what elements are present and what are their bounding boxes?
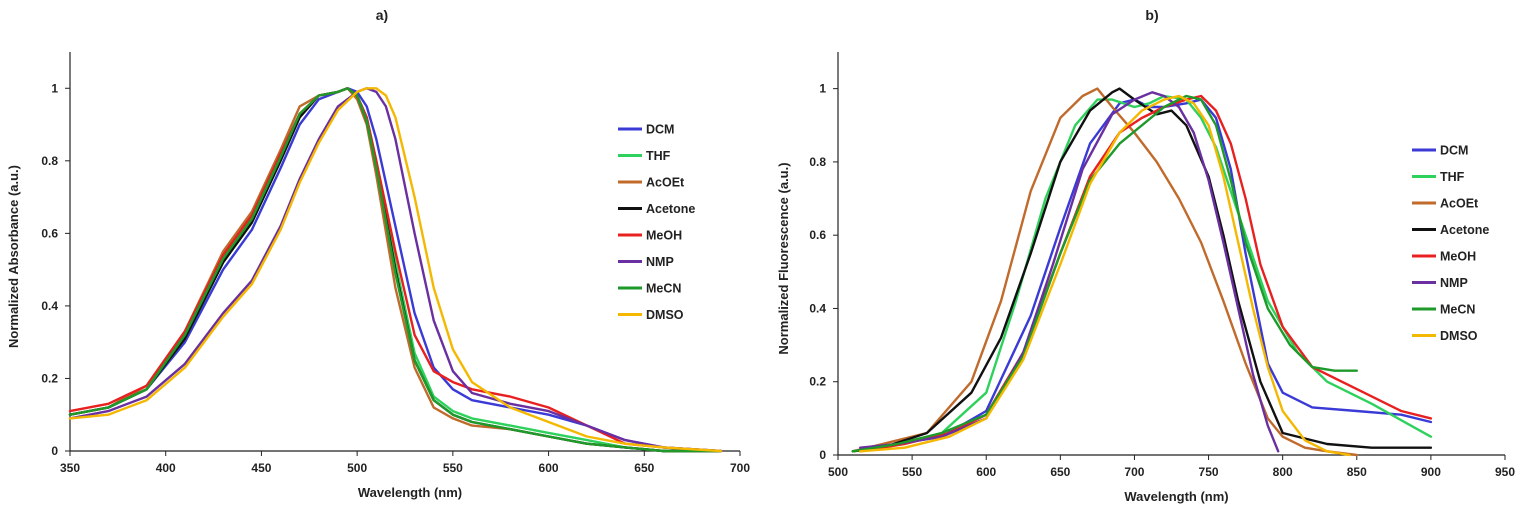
y-tick-label: 0.8	[41, 154, 58, 168]
legend-label-acetone: Acetone	[646, 202, 695, 216]
y-axis-title: Normalized Absorbance (a.u.)	[6, 165, 21, 348]
series-line-thf	[851, 94, 1433, 453]
panel-b-fluorescence-chart: b) 0 0.2 0.4 0.6 0.8 1 500 550 600 650 700 750 800 850…	[776, 7, 1515, 504]
legend-label-dcm: DCM	[646, 123, 674, 137]
legend-label-thf: THF	[1440, 170, 1465, 184]
x-tick-label: 400	[156, 461, 176, 475]
legend-label-mecn: MeCN	[1440, 303, 1475, 317]
series-line-nmp	[68, 87, 723, 453]
legend-label-thf: THF	[646, 149, 671, 163]
x-axis-title: Wavelength (nm)	[1124, 489, 1228, 504]
x-tick-label: 900	[1421, 465, 1441, 479]
x-tick-label: 600	[976, 465, 996, 479]
x-tick-label: 650	[634, 461, 654, 475]
y-axis-title: Normalized Fluorescence (a.u.)	[776, 162, 791, 354]
x-tick-label: 850	[1347, 465, 1367, 479]
y-tick-label: 1	[51, 81, 58, 95]
series-line-dcm	[68, 87, 723, 453]
series-line-acetone	[851, 87, 1433, 453]
x-tick-label: 950	[1495, 465, 1515, 479]
legend-label-nmp: NMP	[1440, 276, 1468, 290]
x-tick-label: 500	[347, 461, 367, 475]
x-tick-label: 700	[1124, 465, 1144, 479]
x-tick-label: 750	[1199, 465, 1219, 479]
x-tick-label: 350	[60, 461, 80, 475]
y-tick-label: 0.6	[41, 226, 58, 240]
x-tick-label: 500	[828, 465, 848, 479]
panel-title: b)	[1145, 7, 1158, 23]
panel-a-absorbance-chart: a) 0 0.2 0.4 0.6 0.8 1 350 400 450 500 550 600 650 700…	[6, 7, 750, 500]
legend-label-dcm: DCM	[1440, 144, 1468, 158]
series-line-mecn	[851, 94, 1358, 453]
legend-label-mecn: MeCN	[646, 282, 681, 296]
series-line-meoh	[859, 94, 1433, 453]
series-line-meoh	[68, 87, 723, 453]
y-tick-label: 0.4	[809, 301, 826, 315]
series-line-mecn	[68, 87, 723, 453]
legend-label-dmso: DMSO	[1440, 329, 1478, 343]
y-tick-label: 0.8	[809, 155, 826, 169]
x-tick-label: 700	[730, 461, 750, 475]
legend-label-dmso: DMSO	[646, 308, 684, 322]
y-tick-label: 0	[51, 444, 58, 458]
x-tick-label: 650	[1050, 465, 1070, 479]
x-axis-title: Wavelength (nm)	[358, 485, 462, 500]
y-tick-label: 1	[819, 82, 826, 96]
series-line-dmso	[68, 87, 723, 453]
legend-label-nmp: NMP	[646, 255, 674, 269]
x-tick-label: 600	[539, 461, 559, 475]
y-tick-label: 0.4	[41, 299, 58, 313]
y-tick-label: 0.2	[809, 375, 826, 389]
x-tick-label: 550	[902, 465, 922, 479]
legend-label-acetone: Acetone	[1440, 223, 1489, 237]
x-tick-label: 800	[1273, 465, 1293, 479]
series-line-dmso	[859, 94, 1351, 457]
legend: DCM THF AcOEt Acetone MeOH NMP MeCN DMSO	[618, 123, 695, 322]
series-line-dcm	[859, 98, 1433, 453]
legend-label-meoh: MeOH	[646, 229, 682, 243]
legend-label-acoet: AcOEt	[646, 176, 685, 190]
legend-label-acoet: AcOEt	[1440, 197, 1479, 211]
legend: DCM THF AcOEt Acetone MeOH NMP MeCN DMSO	[1412, 144, 1489, 343]
y-tick-label: 0.2	[41, 371, 58, 385]
x-tick-label: 550	[443, 461, 463, 475]
panel-title: a)	[376, 7, 388, 23]
legend-label-meoh: MeOH	[1440, 250, 1476, 264]
y-tick-label: 0	[819, 448, 826, 462]
series-line-acoet	[851, 87, 1358, 457]
x-tick-label: 450	[251, 461, 271, 475]
y-tick-label: 0.6	[809, 228, 826, 242]
